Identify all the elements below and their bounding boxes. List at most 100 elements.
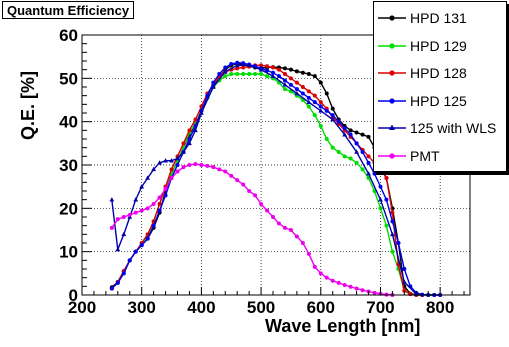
125-with-wls-point: [354, 149, 359, 154]
pmt-point: [151, 202, 156, 206]
hpd-125-point: [342, 126, 347, 131]
pmt-point: [115, 217, 120, 222]
y-tick-label: 0: [69, 286, 78, 305]
pmt-point: [175, 169, 180, 174]
125-with-wls-point: [198, 110, 204, 115]
hpd-128-point: [288, 76, 293, 81]
x-axis-label: Wave Length [nm]: [265, 316, 421, 336]
125-with-wls-point: [294, 90, 300, 96]
hpd-125-point: [229, 62, 234, 67]
hpd-131-point: [348, 128, 353, 133]
125-with-wls-point: [181, 149, 186, 154]
hpd-131-point: [318, 80, 323, 85]
hpd-125-point: [384, 197, 389, 202]
125-with-wls-point: [139, 184, 145, 189]
hpd-125-point: [300, 91, 305, 96]
pmt-point: [294, 234, 299, 239]
legend-item-hpd-129: HPD 129: [374, 33, 504, 59]
hpd-129-point: [378, 206, 383, 211]
pmt-point: [276, 221, 281, 226]
hpd-125-point: [402, 267, 407, 271]
125-with-wls-point: [187, 140, 192, 146]
hpd-128-point: [282, 72, 287, 76]
hpd-129-point: [235, 72, 240, 76]
pmt-point: [157, 195, 162, 200]
y-axis-label: Q.E. [%]: [18, 70, 38, 140]
hpd-128-point: [276, 67, 281, 72]
hpd-125-point: [133, 249, 138, 254]
pmt-point: [163, 186, 168, 191]
hpd-128-point: [408, 292, 413, 297]
hpd-125-point: [115, 280, 120, 285]
125-with-wls-point: [366, 171, 371, 176]
hpd-125-point: [318, 104, 323, 109]
125-with-wls-point: [306, 99, 312, 104]
hpd-125-point: [324, 108, 329, 113]
legend-swatch: [378, 15, 406, 21]
pmt-point: [121, 215, 126, 219]
pmt-point: [360, 288, 365, 293]
hpd-129-point: [342, 154, 347, 159]
125-with-wls-point: [175, 155, 180, 161]
pmt-point: [145, 206, 150, 211]
legend-item-hpd-125: HPD 125: [374, 88, 504, 114]
hpd-125-point: [211, 80, 216, 85]
pmt-point: [324, 275, 329, 280]
series-pmt: [109, 162, 395, 297]
pmt-point: [271, 215, 276, 219]
hpd-125-point: [217, 72, 222, 76]
legend-item-125-with-wls: 125 with WLS: [374, 115, 504, 141]
125-with-wls-point: [145, 175, 151, 180]
x-tick-label: 600: [307, 298, 335, 317]
hpd-125-point: [223, 65, 228, 70]
pmt-point: [372, 290, 377, 295]
hpd-128-point: [157, 202, 162, 206]
legend-label: PMT: [410, 147, 440, 164]
hpd-125-point: [151, 223, 156, 228]
hpd-128-point: [294, 80, 299, 85]
hpd-128-point: [366, 154, 371, 159]
hpd-125-point: [354, 141, 359, 146]
legend-label: HPD 125: [410, 92, 467, 109]
hpd-125-point: [127, 258, 132, 263]
hpd-128-point: [235, 66, 240, 71]
hpd-129-point: [336, 150, 341, 154]
hpd-125-point: [121, 271, 126, 276]
125-with-wls-point: [169, 158, 174, 163]
125-with-wls-point: [163, 158, 168, 163]
pmt-point: [300, 241, 305, 245]
hpd-128-point: [187, 128, 192, 133]
hpd-128-point: [169, 167, 174, 172]
hpd-129-point: [247, 72, 252, 76]
125-with-wls-point: [121, 231, 127, 237]
series-line-125-with-wls: [111, 64, 417, 295]
hpd-129-point: [253, 72, 258, 76]
hpd-129-point: [318, 124, 323, 128]
legend-label: HPD 128: [410, 65, 467, 81]
x-tick-label: 300: [128, 298, 156, 317]
hpd-125-point: [271, 70, 276, 75]
125-with-wls-point: [210, 84, 216, 89]
legend-label: HPD 129: [410, 37, 467, 54]
y-tick-label: 50: [59, 69, 78, 88]
pmt-point: [217, 167, 222, 172]
125-with-wls-point: [401, 279, 407, 284]
hpd-128-point: [193, 117, 198, 122]
hpd-131-point: [354, 130, 359, 135]
hpd-128-point: [241, 65, 246, 70]
hpd-125-point: [330, 113, 335, 118]
hpd-129-point: [384, 223, 389, 228]
hpd-125-point: [175, 163, 180, 167]
hpd-131-point: [294, 69, 299, 74]
hpd-131-point: [324, 91, 329, 96]
hpd-125-point: [282, 78, 287, 83]
hpd-128-point: [390, 210, 395, 215]
hpd-129-point: [348, 156, 353, 161]
hpd-131-point: [366, 134, 371, 139]
hpd-131-point: [288, 67, 293, 72]
hpd-125-point: [390, 219, 395, 224]
legend-label: 125 with WLS: [410, 120, 497, 136]
125-with-wls-point: [115, 246, 121, 252]
pmt-point: [205, 163, 210, 168]
hpd-128-point: [181, 141, 186, 146]
